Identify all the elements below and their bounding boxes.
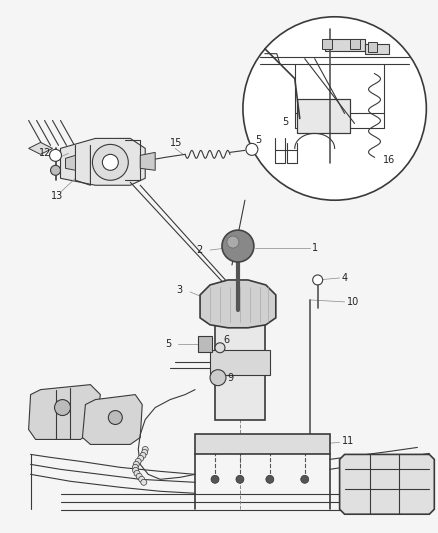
Polygon shape (28, 142, 53, 155)
Circle shape (210, 370, 226, 385)
Text: 13: 13 (50, 191, 63, 201)
Polygon shape (200, 280, 276, 328)
Polygon shape (325, 39, 364, 51)
Circle shape (141, 449, 148, 455)
Circle shape (102, 155, 118, 171)
Circle shape (215, 343, 225, 353)
Circle shape (108, 410, 122, 424)
Polygon shape (297, 99, 350, 133)
Circle shape (135, 458, 141, 464)
Text: 16: 16 (382, 155, 395, 165)
Circle shape (246, 143, 258, 155)
Text: 4: 4 (342, 273, 348, 283)
Circle shape (92, 144, 128, 180)
Text: 9: 9 (227, 373, 233, 383)
Text: 10: 10 (346, 297, 359, 307)
Bar (350, 39, 360, 49)
Circle shape (266, 475, 274, 483)
Text: 11: 11 (342, 437, 354, 447)
Circle shape (236, 475, 244, 483)
Circle shape (54, 400, 71, 416)
Circle shape (211, 475, 219, 483)
Text: 5: 5 (165, 339, 171, 349)
Circle shape (139, 477, 145, 482)
Polygon shape (339, 455, 434, 514)
Text: 5: 5 (255, 135, 261, 146)
Bar (367, 42, 378, 52)
Text: 12: 12 (39, 148, 51, 158)
Circle shape (133, 462, 139, 467)
Circle shape (222, 230, 254, 262)
Circle shape (136, 473, 142, 479)
Polygon shape (364, 44, 389, 54)
Circle shape (49, 149, 61, 161)
Text: 1: 1 (312, 243, 318, 253)
Text: 3: 3 (176, 285, 182, 295)
Text: 15: 15 (170, 139, 183, 148)
Circle shape (142, 447, 148, 453)
Text: 2: 2 (196, 245, 202, 255)
Circle shape (141, 479, 147, 486)
Circle shape (134, 470, 140, 477)
Text: 6: 6 (223, 335, 229, 345)
Circle shape (138, 455, 144, 462)
Polygon shape (140, 152, 155, 171)
Circle shape (50, 165, 60, 175)
Polygon shape (60, 139, 145, 185)
Circle shape (140, 453, 146, 458)
Polygon shape (198, 336, 212, 352)
Circle shape (243, 17, 426, 200)
Circle shape (227, 236, 239, 248)
Circle shape (301, 475, 309, 483)
Circle shape (133, 467, 138, 473)
Polygon shape (195, 434, 330, 455)
Text: 5: 5 (282, 117, 288, 127)
Polygon shape (28, 385, 100, 439)
Circle shape (132, 464, 138, 470)
Polygon shape (82, 394, 142, 445)
Polygon shape (210, 350, 270, 375)
Polygon shape (215, 325, 265, 419)
Circle shape (313, 275, 323, 285)
Polygon shape (66, 155, 75, 171)
Bar (321, 39, 332, 49)
